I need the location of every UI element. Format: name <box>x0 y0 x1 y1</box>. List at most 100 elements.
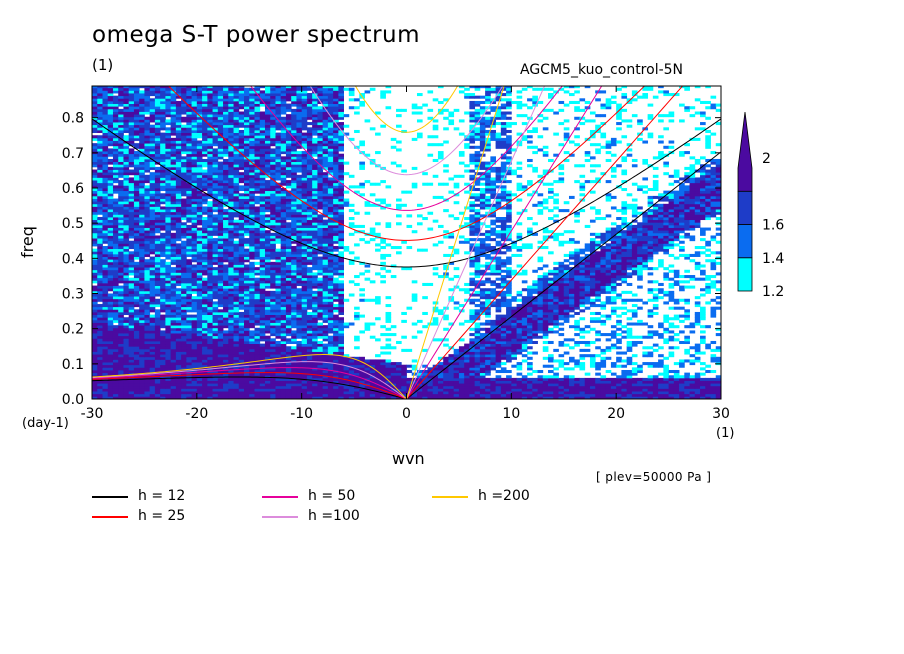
power-cell <box>652 377 659 381</box>
power-cell <box>542 298 549 302</box>
power-cell <box>275 282 282 286</box>
power-cell <box>228 267 234 271</box>
power-cell <box>207 253 213 257</box>
power-cell <box>479 372 486 376</box>
power-cell <box>191 290 198 294</box>
power-cell <box>181 301 187 305</box>
power-cell <box>574 325 580 329</box>
power-cell <box>186 259 192 263</box>
power-cell <box>92 275 98 279</box>
power-cell <box>584 261 591 265</box>
power-cell <box>626 264 633 268</box>
power-cell <box>584 293 591 297</box>
power-cell <box>301 356 308 360</box>
power-cell <box>348 359 355 363</box>
power-cell <box>202 243 208 247</box>
power-cell <box>97 251 103 255</box>
power-cell <box>694 393 701 397</box>
power-cell <box>621 391 628 395</box>
power-cell <box>558 311 565 315</box>
power-cell <box>238 261 245 265</box>
power-cell <box>312 314 318 318</box>
power-cell <box>369 322 376 326</box>
power-cell <box>479 269 486 273</box>
power-cell <box>516 304 523 308</box>
power-cell <box>165 282 172 286</box>
power-cell <box>558 309 565 313</box>
power-cell <box>715 301 721 305</box>
power-cell <box>610 364 617 368</box>
power-cell <box>186 267 192 271</box>
power-cell <box>584 348 591 352</box>
power-cell <box>327 369 334 374</box>
power-cell <box>112 325 119 329</box>
power-cell <box>202 335 208 339</box>
power-cell <box>385 311 392 315</box>
power-cell <box>485 264 491 268</box>
power-cell <box>385 317 392 321</box>
power-cell <box>254 343 261 347</box>
power-cell <box>521 346 528 350</box>
power-cell <box>191 259 198 263</box>
power-cell <box>306 298 313 302</box>
power-cell <box>212 388 219 392</box>
power-cell <box>443 388 449 392</box>
power-cell <box>479 296 486 300</box>
power-cell <box>500 367 507 371</box>
power-cell <box>107 372 114 376</box>
power-cell <box>264 311 271 315</box>
power-cell <box>668 388 675 392</box>
power-cell <box>568 261 575 265</box>
power-cell <box>500 264 507 268</box>
power-cell <box>474 269 481 273</box>
power-cell <box>380 393 386 397</box>
power-cell <box>133 348 140 352</box>
power-cell <box>102 396 109 399</box>
power-cell <box>479 359 486 363</box>
power-cell <box>128 243 135 247</box>
power-cell <box>563 285 570 289</box>
power-cell <box>584 269 591 273</box>
power-cell <box>532 282 538 286</box>
power-cell <box>684 385 690 389</box>
power-cell <box>102 388 109 392</box>
power-cell <box>238 385 245 389</box>
power-cell <box>631 272 638 276</box>
power-cell <box>112 372 119 376</box>
power-cell <box>233 396 240 399</box>
power-cell <box>616 253 622 257</box>
power-cell <box>107 298 114 302</box>
power-cell <box>217 356 224 360</box>
power-cell <box>238 330 245 334</box>
power-cell <box>244 301 250 305</box>
power-cell <box>443 338 449 342</box>
power-cell <box>97 391 103 395</box>
power-cell <box>616 364 622 368</box>
power-cell <box>595 264 601 268</box>
power-cell <box>191 369 198 374</box>
power-cell <box>181 319 187 323</box>
power-cell <box>233 340 240 345</box>
power-cell <box>700 309 706 313</box>
power-cell <box>568 251 575 255</box>
power-cell <box>689 385 696 389</box>
power-cell <box>563 272 570 276</box>
power-cell <box>673 282 680 286</box>
power-cell <box>506 319 512 323</box>
power-cell <box>249 256 255 260</box>
power-cell <box>233 267 240 271</box>
power-cell <box>118 388 124 392</box>
power-cell <box>500 343 507 347</box>
power-cell <box>474 322 481 326</box>
power-cell <box>626 375 633 379</box>
power-cell <box>527 301 533 305</box>
power-cell <box>280 322 287 326</box>
power-cell <box>306 314 313 318</box>
power-cell <box>144 343 151 347</box>
power-cell <box>333 259 339 263</box>
power-cell <box>322 359 329 363</box>
power-cell <box>238 311 245 315</box>
power-cell <box>527 304 533 308</box>
power-cell <box>107 296 114 300</box>
power-cell <box>264 264 271 268</box>
